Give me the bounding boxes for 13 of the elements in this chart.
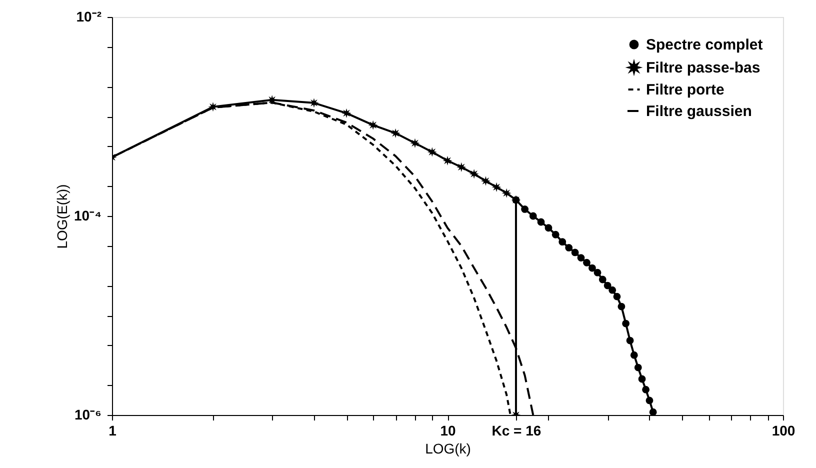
y-tick-label: 10⁻² <box>76 8 102 24</box>
x-tick-label: 10 <box>440 422 456 438</box>
x-axis-title: LOG(k) <box>425 440 471 456</box>
legend-label: Filtre porte <box>646 82 724 98</box>
y-tick-label: 10⁻⁴ <box>74 208 102 224</box>
x-tick-label: Kc = 16 <box>492 422 542 438</box>
y-axis-title: LOG(E(k)) <box>54 184 70 249</box>
x-tick-label: 1 <box>108 422 117 438</box>
legend-label: Filtre passe-bas <box>646 60 760 76</box>
y-tick-label: 10⁻⁶ <box>74 406 102 422</box>
legend-label: Spectre complet <box>646 36 763 54</box>
legend-label: Filtre gaussien <box>646 103 752 120</box>
x-tick-label: 100 <box>772 422 796 438</box>
